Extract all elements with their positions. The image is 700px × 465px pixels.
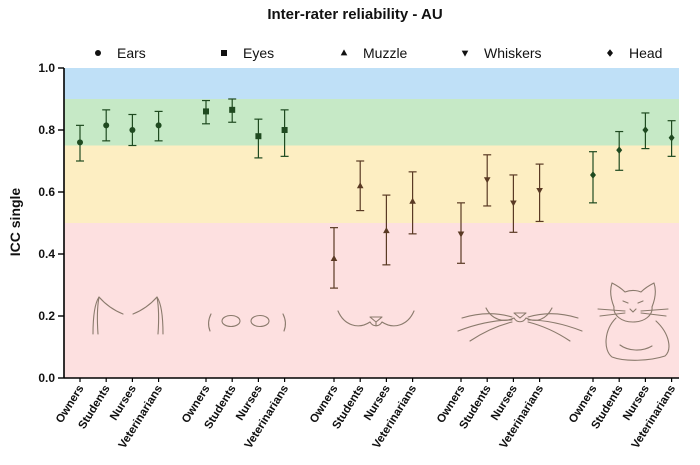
y-tick-label: 0.0 [38,371,55,385]
data-point [155,122,162,129]
band-2 [64,99,679,146]
band-1 [64,145,679,223]
data-point [483,177,491,184]
legend-label-eyes: Eyes [243,45,274,61]
band-0 [64,223,679,378]
data-point [281,127,288,133]
data-point [129,127,136,133]
cat-sketches [92,282,670,361]
data-point [103,122,110,129]
y-tick-label: 0.2 [38,309,55,323]
data-point [356,182,364,189]
y-tick-label: 0.6 [38,185,55,199]
reliability-bands [64,68,679,378]
eyes-sketch [208,313,286,332]
series-layer [76,98,676,289]
data-point [383,227,390,234]
y-tick-label: 1.0 [38,61,55,75]
legend-marker-eyes [221,50,227,56]
data-point [668,134,675,142]
series-ears [76,109,163,162]
muzzle-sketch [337,310,415,327]
data-point [409,197,416,204]
data-point [590,171,596,179]
data-point [229,106,236,113]
legend-label-head: Head [629,45,662,61]
legend-label-whiskers: Whiskers [484,45,542,61]
series-eyes [202,98,289,159]
data-point [510,200,517,207]
legend-marker-ears [95,50,101,56]
band-3 [64,68,679,99]
series-whiskers [457,154,544,264]
y-tick-label: 0.4 [38,247,55,261]
series-muzzle [330,160,417,289]
data-point [457,231,465,238]
legend: Ears Eyes Muzzle Whiskers Head [95,45,662,61]
series-head [589,112,676,204]
data-point [77,139,83,146]
chart-title: Inter-rater reliability - AU [267,6,442,23]
data-point [255,133,262,140]
y-tick-label: 0.8 [38,123,55,137]
data-point [616,146,623,154]
legend-label-ears: Ears [117,45,146,61]
data-point [203,108,209,115]
data-point [536,188,543,195]
legend-marker-head [607,49,613,57]
legend-marker-muzzle [340,49,348,56]
whiskers-sketch [457,307,583,342]
ears-sketch [92,296,164,335]
legend-label-muzzle: Muzzle [363,45,408,61]
data-point [330,255,338,262]
head-sketch [597,282,670,361]
data-point [642,126,649,134]
axes: 0.0 0.2 0.4 0.6 0.8 1.0 [38,61,679,385]
legend-marker-whiskers [461,50,469,57]
y-axis-label: ICC single [7,188,23,257]
